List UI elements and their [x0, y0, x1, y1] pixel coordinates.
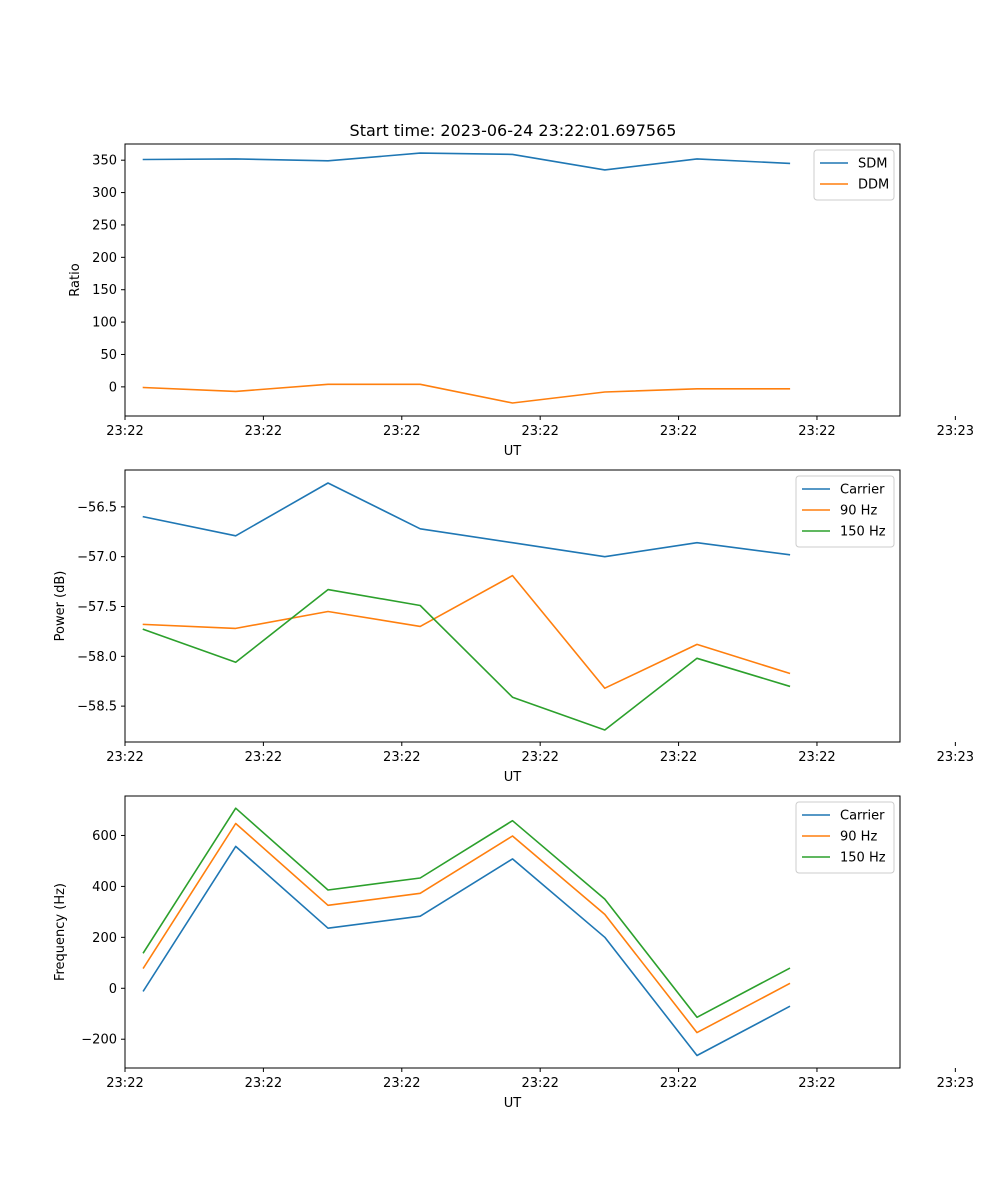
legend-label: Carrier — [840, 809, 885, 824]
y-axis-label: Power (dB) — [53, 571, 68, 642]
legend-box — [795, 801, 895, 874]
x-tick-label: 23:22 — [106, 750, 143, 765]
x-tick-label: 23:22 — [521, 750, 558, 765]
y-tick-label: 50 — [100, 348, 117, 363]
y-tick-label: −200 — [81, 1033, 117, 1048]
legend: Carrier 90 Hz 150 Hz — [795, 801, 895, 874]
x-tick-label: 23:22 — [383, 424, 420, 439]
x-tick-label: 23:22 — [798, 1076, 835, 1091]
x-tick-label: 23:23 — [937, 424, 974, 439]
x-axis-label: UT — [504, 1096, 522, 1111]
chart-panel-2: 23:22 23:22 23:22 23:22 23:22 23:22 23:23 −56.5… — [53, 469, 974, 785]
legend-label: 90 Hz — [840, 830, 877, 845]
y-tick-label: 0 — [109, 380, 117, 395]
y-tick-label: 600 — [92, 829, 117, 844]
series-line-150-hz — [142, 807, 791, 1019]
x-tick-label: 23:22 — [660, 1076, 697, 1091]
chart-panel-3: 23:22 23:22 23:22 23:22 23:22 23:22 23:23 −200 0… — [53, 795, 974, 1111]
x-tick-label: 23:22 — [245, 1076, 282, 1091]
y-tick-label: 200 — [92, 931, 117, 946]
x-axis-label: UT — [504, 770, 522, 785]
y-tick-label: −58.5 — [77, 700, 117, 715]
legend: SDM DDM — [813, 149, 895, 201]
y-tick-label: 350 — [92, 154, 117, 169]
x-axis-label: UT — [504, 444, 522, 459]
series-line-ddm — [142, 383, 791, 404]
x-tick-label: 23:22 — [383, 750, 420, 765]
y-tick-label: −56.5 — [77, 500, 117, 515]
series-line-90-hz — [142, 574, 791, 690]
x-tick-label: 23:22 — [521, 424, 558, 439]
x-tick-label: 23:22 — [660, 424, 697, 439]
series-line-90-hz — [142, 822, 791, 1034]
x-tick-label: 23:22 — [106, 1076, 143, 1091]
y-tick-label: 400 — [92, 880, 117, 895]
series-line-carrier — [142, 845, 791, 1057]
x-tick-label: 23:22 — [383, 1076, 420, 1091]
y-tick-label: 0 — [109, 982, 117, 997]
series-line-carrier — [142, 482, 791, 558]
axes-frame — [124, 795, 901, 1069]
x-tick-label: 23:22 — [660, 750, 697, 765]
legend: Carrier 90 Hz 150 Hz — [795, 475, 895, 548]
y-tick-label: 200 — [92, 251, 117, 266]
x-tick-label: 23:22 — [245, 424, 282, 439]
axes-frame — [124, 143, 901, 417]
legend-label: SDM — [858, 157, 887, 172]
y-axis-label: Frequency (Hz) — [53, 883, 68, 981]
legend-label: 150 Hz — [840, 525, 886, 540]
y-tick-label: −57.0 — [77, 550, 117, 565]
y-tick-label: 250 — [92, 218, 117, 233]
chart-panel-1: 23:22 23:22 23:22 23:22 23:22 23:22 23:23 0 50 10… — [68, 143, 974, 459]
y-tick-label: −58.0 — [77, 650, 117, 665]
figure-title: Start time: 2023-06-24 23:22:01.697565 — [350, 121, 677, 140]
y-tick-label: 100 — [92, 316, 117, 331]
x-tick-label: 23:23 — [937, 750, 974, 765]
legend-box — [795, 475, 895, 548]
series-line-150-hz — [142, 588, 791, 731]
legend-label: Carrier — [840, 483, 885, 498]
x-tick-label: 23:23 — [937, 1076, 974, 1091]
y-tick-label: 300 — [92, 186, 117, 201]
x-tick-label: 23:22 — [798, 424, 835, 439]
axes-frame — [124, 469, 901, 743]
x-tick-label: 23:22 — [521, 1076, 558, 1091]
y-axis-label: Ratio — [68, 263, 83, 296]
chart-panels: 23:22 23:22 23:22 23:22 23:22 23:22 23:23 0 50 10… — [53, 143, 974, 1111]
x-tick-label: 23:22 — [106, 424, 143, 439]
legend-label: 150 Hz — [840, 851, 886, 866]
legend-label: DDM — [858, 178, 889, 193]
series-line-sdm — [142, 152, 791, 171]
x-tick-label: 23:22 — [245, 750, 282, 765]
x-tick-label: 23:22 — [798, 750, 835, 765]
y-tick-label: 150 — [92, 283, 117, 298]
legend-label: 90 Hz — [840, 504, 877, 519]
y-tick-label: −57.5 — [77, 600, 117, 615]
